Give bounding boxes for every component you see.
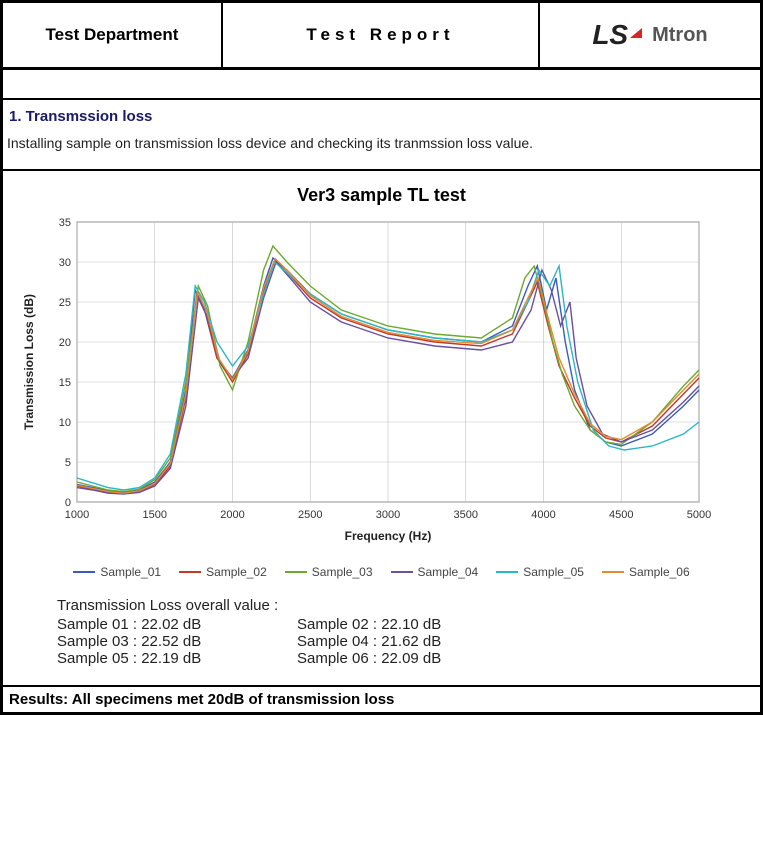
- svg-text:2500: 2500: [298, 509, 322, 521]
- overall-cell: Sample 01 : 22.02 dB: [57, 616, 297, 633]
- tl-chart: 1000 1500 2000 2500 3000 3500 4000 4500 5000 0 5 10…: [17, 212, 746, 557]
- overall-row: Sample 01 : 22.02 dBSample 02 : 22.10 dB: [57, 616, 746, 633]
- legend-item: Sample_04: [391, 565, 479, 579]
- overall-block: Transmission Loss overall value : Sample…: [57, 597, 746, 667]
- legend-swatch: [391, 571, 413, 573]
- overall-cell: Sample 02 : 22.10 dB: [297, 616, 537, 633]
- chart-title: Ver3 sample TL test: [17, 185, 746, 206]
- header-title: Test Report: [223, 3, 540, 67]
- overall-title: Transmission Loss overall value :: [57, 597, 746, 614]
- svg-text:Transmission Loss (dB): Transmission Loss (dB): [22, 294, 36, 430]
- svg-text:25: 25: [59, 297, 71, 309]
- overall-rows: Sample 01 : 22.02 dBSample 02 : 22.10 dB…: [57, 616, 746, 667]
- overall-cell: Sample 04 : 21.62 dB: [297, 633, 537, 650]
- logo: LS Mtron: [592, 19, 707, 51]
- report-page: Test Department Test Report LS Mtron 1. …: [0, 0, 763, 715]
- svg-text:30: 30: [59, 257, 71, 269]
- header-logo-cell: LS Mtron: [540, 3, 760, 67]
- results-row: Results: All specimens met 20dB of trans…: [0, 687, 763, 715]
- logo-ls-text: LS: [592, 19, 628, 51]
- svg-text:10: 10: [59, 417, 71, 429]
- spacer-row: [0, 70, 763, 100]
- logo-mtron-text: Mtron: [652, 24, 708, 47]
- overall-row: Sample 05 : 22.19 dBSample 06 : 22.09 dB: [57, 650, 746, 667]
- overall-cell: Sample 06 : 22.09 dB: [297, 650, 537, 667]
- legend-item: Sample_03: [285, 565, 373, 579]
- legend-swatch: [73, 571, 95, 573]
- svg-text:3000: 3000: [376, 509, 400, 521]
- legend-item: Sample_06: [602, 565, 690, 579]
- svg-text:20: 20: [59, 337, 71, 349]
- legend-swatch: [602, 571, 624, 573]
- section-desc: Installing sample on transmission loss d…: [7, 135, 752, 151]
- svg-text:1500: 1500: [143, 509, 167, 521]
- legend-label: Sample_05: [523, 565, 584, 579]
- overall-row: Sample 03 : 22.52 dBSample 04 : 21.62 dB: [57, 633, 746, 650]
- legend-swatch: [285, 571, 307, 573]
- svg-text:2000: 2000: [220, 509, 244, 521]
- svg-text:5000: 5000: [687, 509, 711, 521]
- legend-label: Sample_03: [312, 565, 373, 579]
- header-row: Test Department Test Report LS Mtron: [0, 0, 763, 70]
- legend-item: Sample_01: [73, 565, 161, 579]
- svg-text:15: 15: [59, 377, 71, 389]
- svg-text:0: 0: [65, 497, 71, 509]
- header-dept: Test Department: [3, 3, 223, 67]
- logo-accent-icon: [630, 28, 642, 38]
- section-transmission-loss: 1. Transmssion loss Installing sample on…: [0, 100, 763, 171]
- svg-text:1000: 1000: [65, 509, 89, 521]
- legend-label: Sample_01: [100, 565, 161, 579]
- svg-text:4000: 4000: [531, 509, 555, 521]
- overall-cell: Sample 05 : 22.19 dB: [57, 650, 297, 667]
- chart-section: Ver3 sample TL test 1000 1500 2000 2500 3000…: [0, 171, 763, 687]
- legend-swatch: [496, 571, 518, 573]
- legend-label: Sample_02: [206, 565, 267, 579]
- section-title: 1. Transmssion loss: [9, 108, 752, 125]
- svg-text:35: 35: [59, 217, 71, 229]
- chart-legend: Sample_01 Sample_02 Sample_03 Sample_04 Samp…: [17, 565, 746, 579]
- legend-item: Sample_05: [496, 565, 584, 579]
- legend-label: Sample_06: [629, 565, 690, 579]
- svg-text:4500: 4500: [609, 509, 633, 521]
- legend-swatch: [179, 571, 201, 573]
- svg-text:3500: 3500: [454, 509, 478, 521]
- svg-text:5: 5: [65, 457, 71, 469]
- svg-text:Frequency (Hz): Frequency (Hz): [345, 529, 432, 543]
- overall-cell: Sample 03 : 22.52 dB: [57, 633, 297, 650]
- legend-item: Sample_02: [179, 565, 267, 579]
- legend-label: Sample_04: [418, 565, 479, 579]
